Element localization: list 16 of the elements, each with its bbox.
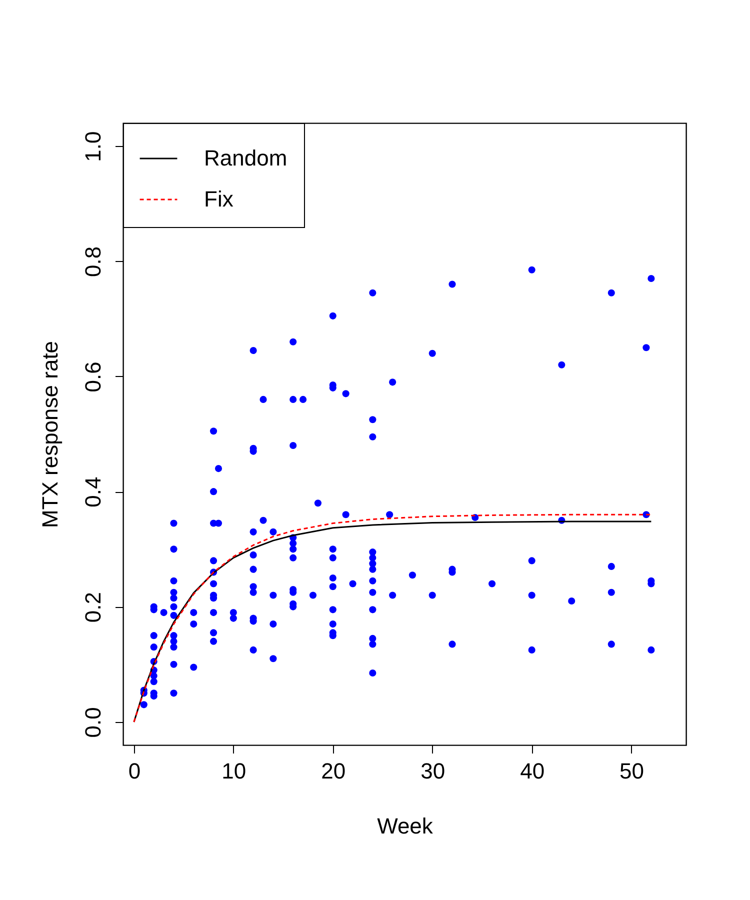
y-tick-label: 0.8 — [80, 246, 106, 278]
legend-label: Fix — [204, 186, 234, 212]
y-tick-label: 0.2 — [80, 592, 106, 623]
legend-label: Random — [204, 146, 288, 170]
y-tick-label: 0.0 — [80, 707, 106, 738]
x-tick-label: 20 — [321, 758, 346, 784]
x-tick-label: 0 — [128, 758, 141, 784]
y-tick-label: 1.0 — [80, 131, 106, 162]
x-tick-label: 40 — [520, 758, 545, 784]
x-tick-label: 10 — [222, 758, 246, 784]
y-tick-label: 0.4 — [80, 476, 106, 508]
y-tick-label: 0.6 — [80, 362, 106, 392]
x-axis-title: Week — [377, 814, 434, 838]
x-tick-label: 30 — [420, 758, 446, 784]
x-tick-label: 50 — [620, 758, 644, 784]
y-axis-title: MTX response rate — [38, 340, 62, 528]
